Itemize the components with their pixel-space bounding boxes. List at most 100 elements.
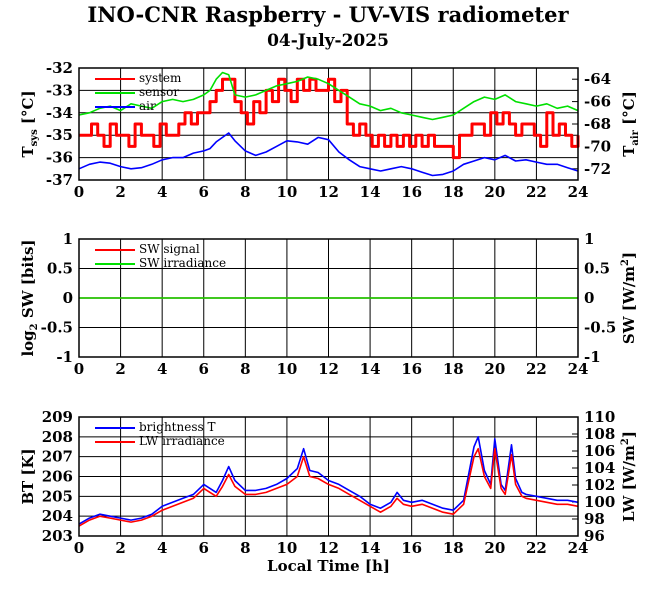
x-tick-label: 20 xyxy=(484,539,505,557)
x-tick-label: 10 xyxy=(276,183,297,201)
x-tick-label: 6 xyxy=(199,360,209,378)
y-right-tick-label: 0.5 xyxy=(584,260,610,278)
legend-label: SW signal xyxy=(139,242,200,256)
y-left-tick-label: 1 xyxy=(63,230,73,248)
y-left-tick-label: 205 xyxy=(42,487,73,505)
x-tick-label: 18 xyxy=(443,539,464,557)
x-tick-label: 18 xyxy=(443,360,464,378)
legend-label: sensor xyxy=(139,85,179,99)
plot-frame xyxy=(78,238,579,358)
y-right-tick-label: -1 xyxy=(584,348,601,366)
x-tick-label: 14 xyxy=(360,539,381,557)
y-right-tick-label: 102 xyxy=(584,476,615,494)
x-tick-label: 10 xyxy=(276,539,297,557)
y-right-tick-label: 96 xyxy=(584,527,605,545)
y-left-tick-label: -34 xyxy=(46,104,73,122)
y-right-tick-label: 100 xyxy=(584,493,615,511)
y-right-tick-label: -0.5 xyxy=(584,319,616,337)
x-tick-label: 2 xyxy=(115,360,125,378)
x-tick-label: 8 xyxy=(240,183,250,201)
x-tick-label: 12 xyxy=(318,183,339,201)
x-tick-label: 2 xyxy=(115,183,125,201)
y-left-tick-label: -32 xyxy=(46,59,73,77)
y-right-tick-label: -70 xyxy=(584,137,611,155)
x-tick-label: 4 xyxy=(157,183,167,201)
y-right-axis-label: LW [W/m2] xyxy=(620,431,638,522)
x-tick-label: 0 xyxy=(74,539,84,557)
x-tick-label: 22 xyxy=(526,360,547,378)
y-left-tick-label: 208 xyxy=(42,428,73,446)
legend-label: brightness T xyxy=(139,420,215,434)
y-left-tick-label: 0 xyxy=(63,289,73,307)
figure-title: INO-CNR Raspberry - UV-VIS radiometer xyxy=(87,2,569,27)
y-left-tick-label: 203 xyxy=(42,527,73,545)
x-tick-label: 22 xyxy=(526,183,547,201)
series-line-lw-irradiance xyxy=(78,447,579,527)
x-axis-label: Local Time [h] xyxy=(267,557,390,575)
chart-panel-temperature: 0 2 4 6 8 10 12 14 16 18 20 22 24-32-33-34-35-36-37-… xyxy=(19,59,641,201)
x-tick-label: 24 xyxy=(568,183,589,201)
y-right-tick-label: 108 xyxy=(584,425,615,443)
y-left-tick-label: 0.5 xyxy=(47,260,73,278)
y-left-tick-label: 206 xyxy=(42,468,73,486)
x-tick-label: 10 xyxy=(276,360,297,378)
legend-label: LW irradiance xyxy=(139,434,225,448)
y-left-axis-label: Tsys [°C] xyxy=(19,90,40,157)
chart-panels: 0 2 4 6 8 10 12 14 16 18 20 22 24-32-33-34-35-36-37-… xyxy=(19,59,641,575)
legend-label: SW irradiance xyxy=(139,256,226,270)
y-left-axis-label: BT [K] xyxy=(19,448,37,504)
y-right-tick-label: 110 xyxy=(584,408,615,426)
series-line-sensor xyxy=(78,71,579,121)
y-right-tick-label: 0 xyxy=(584,289,594,307)
y-right-axis-label: Tair [°C] xyxy=(620,91,641,157)
x-tick-label: 2 xyxy=(115,539,125,557)
y-right-axis-label: SW [W/m2] xyxy=(620,252,638,344)
chart-panel-longwave: 0 2 4 6 8 10 12 14 16 18 20 22 242092082072062052042… xyxy=(19,408,638,575)
y-right-tick-label: 104 xyxy=(584,459,615,477)
x-tick-label: 24 xyxy=(568,539,589,557)
y-left-tick-label: 209 xyxy=(42,408,73,426)
legend-label: air xyxy=(139,99,156,113)
x-tick-label: 8 xyxy=(240,360,250,378)
y-right-tick-label: 1 xyxy=(584,230,594,248)
legend-label: system xyxy=(139,71,182,85)
y-right-tick-label: -64 xyxy=(584,70,611,88)
y-left-tick-label: -36 xyxy=(46,149,73,167)
x-tick-label: 14 xyxy=(360,360,381,378)
x-tick-label: 6 xyxy=(199,539,209,557)
x-tick-label: 12 xyxy=(318,360,339,378)
y-right-tick-label: 106 xyxy=(584,442,615,460)
x-tick-label: 20 xyxy=(484,183,505,201)
x-tick-label: 6 xyxy=(199,183,209,201)
x-tick-label: 14 xyxy=(360,183,381,201)
x-tick-label: 22 xyxy=(526,539,547,557)
y-left-axis-label: log2 SW [bits] xyxy=(19,239,40,356)
x-tick-label: 4 xyxy=(157,360,167,378)
x-tick-label: 20 xyxy=(484,360,505,378)
chart-panel-shortwave: 0 2 4 6 8 10 12 14 16 18 20 22 2410.50-0.5-110.50-0.… xyxy=(19,230,638,378)
y-right-tick-label: -68 xyxy=(584,115,611,133)
y-left-tick-label: -0.5 xyxy=(41,319,73,337)
y-right-tick-label: 98 xyxy=(584,510,605,528)
y-right-tick-label: -72 xyxy=(584,160,611,178)
plot-frame xyxy=(78,67,579,181)
x-tick-label: 0 xyxy=(74,183,84,201)
y-left-tick-label: 204 xyxy=(42,507,73,525)
y-right-tick-label: -66 xyxy=(584,93,611,111)
x-tick-label: 18 xyxy=(443,183,464,201)
x-tick-label: 4 xyxy=(157,539,167,557)
x-tick-label: 16 xyxy=(401,183,422,201)
x-tick-label: 12 xyxy=(318,539,339,557)
y-left-tick-label: -37 xyxy=(46,171,73,189)
y-left-tick-label: 207 xyxy=(42,448,73,466)
series-line-air xyxy=(78,132,579,177)
x-tick-label: 0 xyxy=(74,360,84,378)
x-tick-label: 8 xyxy=(240,539,250,557)
series-line-system xyxy=(79,77,580,160)
series-line-brightness-t xyxy=(78,436,579,525)
y-left-tick-label: -33 xyxy=(46,81,73,99)
y-left-tick-label: -1 xyxy=(56,348,73,366)
figure-date: 04-July-2025 xyxy=(267,31,389,51)
plot-frame xyxy=(78,416,579,537)
